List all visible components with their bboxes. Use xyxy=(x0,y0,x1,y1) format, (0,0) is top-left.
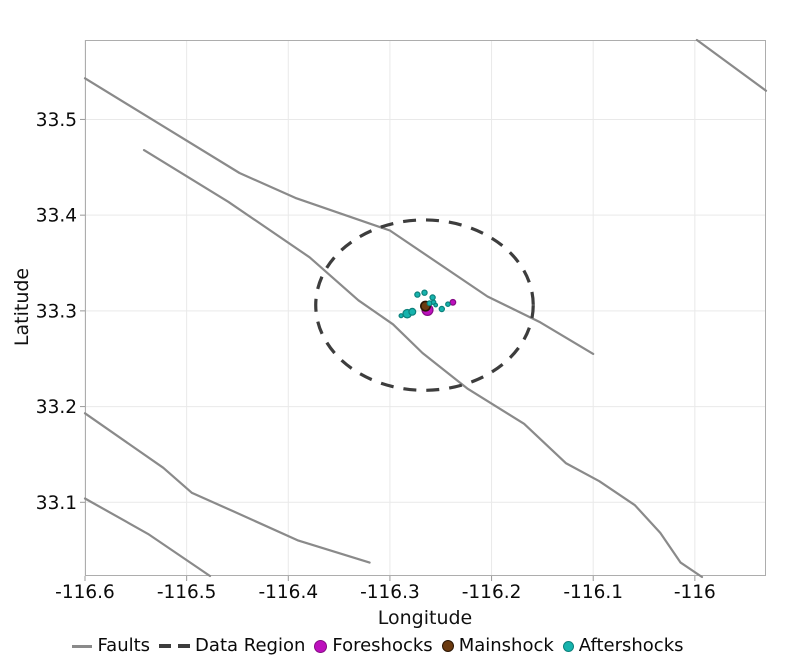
legend-label-faults: Faults xyxy=(97,635,151,656)
y-tick-label: 33.4 xyxy=(36,206,77,227)
x-tick-label: -116.3 xyxy=(360,582,420,603)
data-region-dash-icon xyxy=(159,644,191,648)
y-tick-label: 33.2 xyxy=(36,397,77,418)
aftershocks-dot-icon xyxy=(562,640,574,652)
foreshocks-dot-icon xyxy=(314,639,328,653)
plot-svg: -116.6 -116.5 -116.4 -116.3 -116.2 -116.1 -116… xyxy=(11,38,768,629)
legend-label-data-region: Data Region xyxy=(195,635,306,656)
aftershock-point xyxy=(445,301,451,308)
legend-label-aftershocks: Aftershocks xyxy=(578,635,684,656)
y-tick-label: 33.5 xyxy=(36,110,77,131)
y-tick-label: 33.3 xyxy=(36,301,77,322)
legend-item-data-region: Data Region xyxy=(159,633,305,659)
x-tick-label: -116.1 xyxy=(563,582,623,603)
fault-line xyxy=(83,497,212,578)
fault-line xyxy=(83,412,371,564)
x-axis-title: Longitude xyxy=(378,607,473,629)
legend-item-faults: Faults xyxy=(72,633,150,659)
legend-item-foreshocks: Foreshocks xyxy=(314,633,433,659)
data-region-circle xyxy=(314,218,535,392)
x-tick-label: -116 xyxy=(674,582,716,603)
legend-item-mainshock: Mainshock xyxy=(441,633,554,659)
x-tick-label: -116.6 xyxy=(55,582,115,603)
x-tick-label: -116.4 xyxy=(258,582,318,603)
aftershock-point xyxy=(429,294,436,301)
legend: Faults Data Region Foreshocks Mainshock … xyxy=(0,633,778,659)
legend-label-foreshocks: Foreshocks xyxy=(332,635,433,656)
aftershock-point xyxy=(421,289,428,296)
fault-line xyxy=(695,38,768,92)
foreshock-point xyxy=(449,298,457,306)
fault-line xyxy=(83,77,595,355)
legend-item-aftershocks: Aftershocks xyxy=(562,633,684,659)
faults-line-icon xyxy=(72,644,93,648)
x-tick-label: -116.2 xyxy=(462,582,522,603)
mainshock-dot-icon xyxy=(441,640,454,652)
aftershock-point xyxy=(408,307,417,316)
legend-label-mainshock: Mainshock xyxy=(458,635,554,656)
plot-frame xyxy=(85,40,766,576)
aftershock-point xyxy=(438,305,445,313)
x-tick-label: -116.5 xyxy=(157,582,217,603)
aftershock-point xyxy=(433,302,439,308)
aftershock-point xyxy=(414,291,421,298)
fault-line xyxy=(142,149,704,579)
y-axis-title: Latitude xyxy=(11,268,33,346)
y-tick-label: 33.1 xyxy=(36,493,77,514)
